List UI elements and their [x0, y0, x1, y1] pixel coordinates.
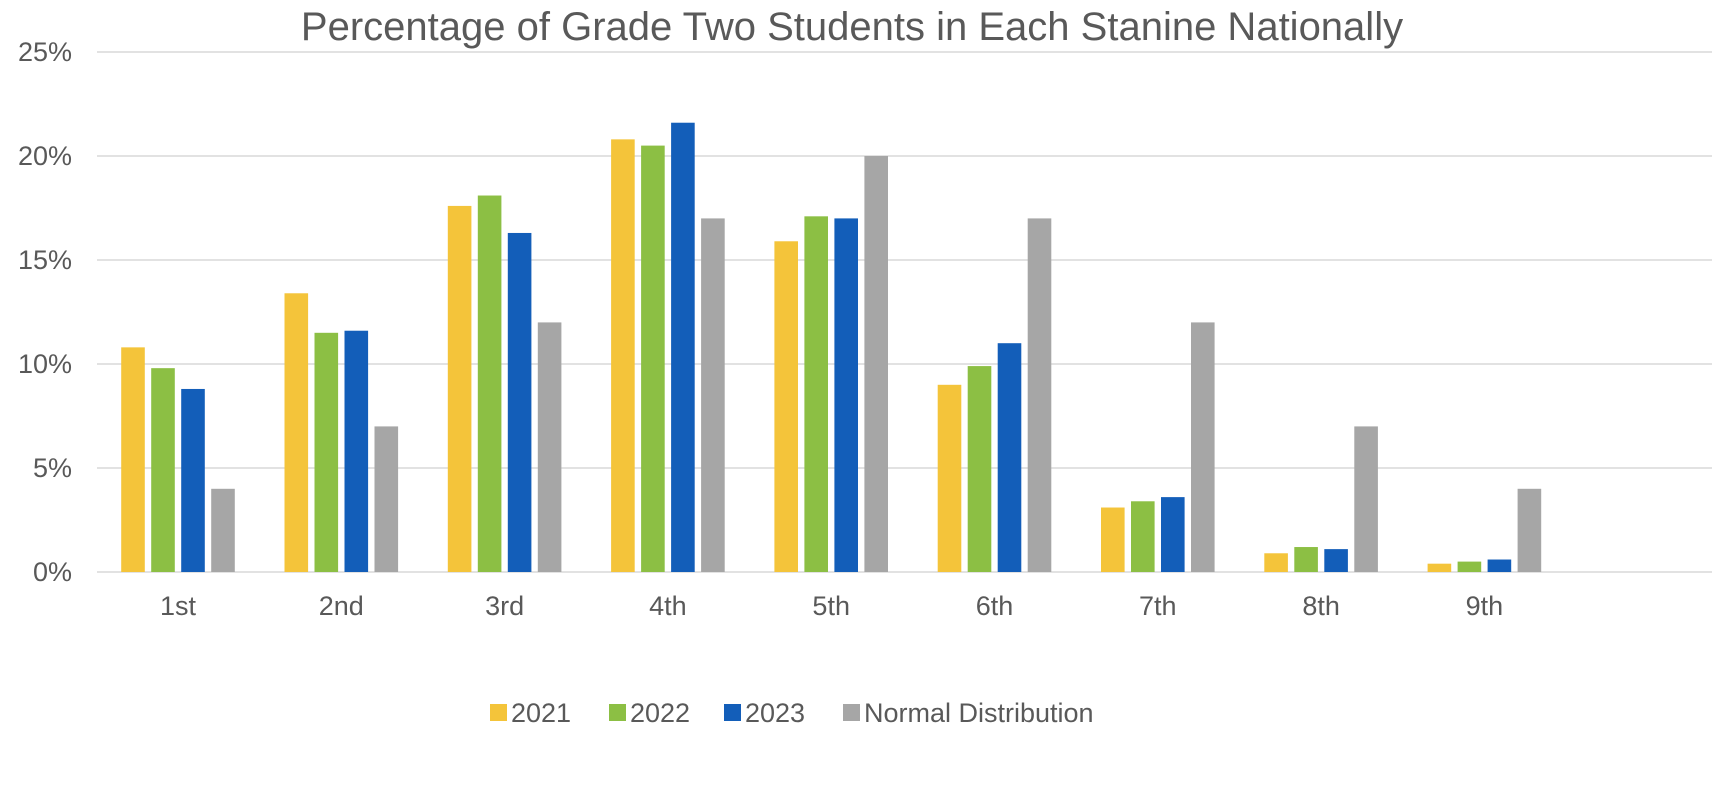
bar: [864, 156, 888, 572]
x-tick-label: 6th: [976, 591, 1014, 621]
y-tick-label: 20%: [18, 141, 72, 171]
legend-label: 2021: [511, 698, 571, 728]
bar: [1324, 549, 1348, 572]
bar: [1264, 553, 1288, 572]
bar: [1191, 322, 1215, 572]
legend-label: Normal Distribution: [864, 698, 1094, 728]
y-axis-ticks: 0% 5% 10% 15% 20% 25%: [18, 37, 72, 587]
bar: [1354, 426, 1378, 572]
bar: [937, 384, 962, 572]
y-tick-label: 25%: [18, 37, 72, 67]
legend: 2021 2022 2023 Normal Distribution: [490, 698, 1094, 728]
legend-entry: 2022: [609, 698, 690, 728]
bar: [314, 332, 339, 572]
x-tick-label: 4th: [649, 591, 687, 621]
bar: [374, 426, 399, 572]
x-tick-label: 9th: [1466, 591, 1504, 621]
bar: [181, 388, 205, 572]
bar: [284, 293, 309, 572]
legend-swatch: [609, 704, 626, 721]
bar: [1131, 501, 1155, 572]
legend-label: 2023: [745, 698, 805, 728]
bar: [211, 488, 235, 572]
legend-entry: 2023: [724, 698, 805, 728]
legend-label: 2022: [630, 698, 690, 728]
x-tick-label: 2nd: [319, 591, 364, 621]
legend-swatch: [843, 704, 860, 721]
bar: [477, 195, 502, 572]
bar: [611, 139, 635, 573]
bar: [774, 241, 798, 572]
x-tick-label: 1st: [160, 591, 197, 621]
bar: [804, 216, 828, 572]
bar: [1427, 563, 1452, 572]
bar: [1027, 218, 1052, 572]
bar: [834, 218, 858, 572]
bar: [1161, 497, 1185, 572]
bar: [701, 218, 725, 572]
bars: [121, 122, 1542, 573]
bar: [1487, 559, 1512, 572]
bar: [121, 347, 145, 572]
y-tick-label: 10%: [18, 349, 72, 379]
x-tick-label: 8th: [1302, 591, 1340, 621]
bar: [1457, 561, 1482, 572]
grid-lines: [97, 51, 1712, 573]
bar: [997, 343, 1022, 572]
x-tick-label: 3rd: [485, 591, 524, 621]
bar: [1294, 547, 1318, 572]
bar: [151, 368, 175, 572]
y-tick-label: 15%: [18, 245, 72, 275]
bar: [641, 145, 665, 572]
x-tick-label: 5th: [812, 591, 850, 621]
bar: [671, 122, 695, 572]
legend-swatch: [490, 704, 507, 721]
x-tick-label: 7th: [1139, 591, 1177, 621]
legend-entry: Normal Distribution: [843, 698, 1094, 728]
bar: [967, 366, 992, 572]
bar: [537, 322, 562, 572]
chart-title: Percentage of Grade Two Students in Each…: [301, 5, 1403, 49]
bar: [507, 232, 532, 572]
legend-swatch: [724, 704, 741, 721]
y-tick-label: 5%: [33, 453, 72, 483]
legend-entry: 2021: [490, 698, 571, 728]
bar: [1517, 488, 1542, 572]
x-axis-ticks: 1st 2nd 3rd 4th 5th 6th 7th 8th 9th: [160, 591, 1503, 621]
bar: [1101, 507, 1125, 572]
bar: [447, 205, 472, 573]
bar: [344, 330, 369, 572]
y-tick-label: 0%: [33, 557, 72, 587]
